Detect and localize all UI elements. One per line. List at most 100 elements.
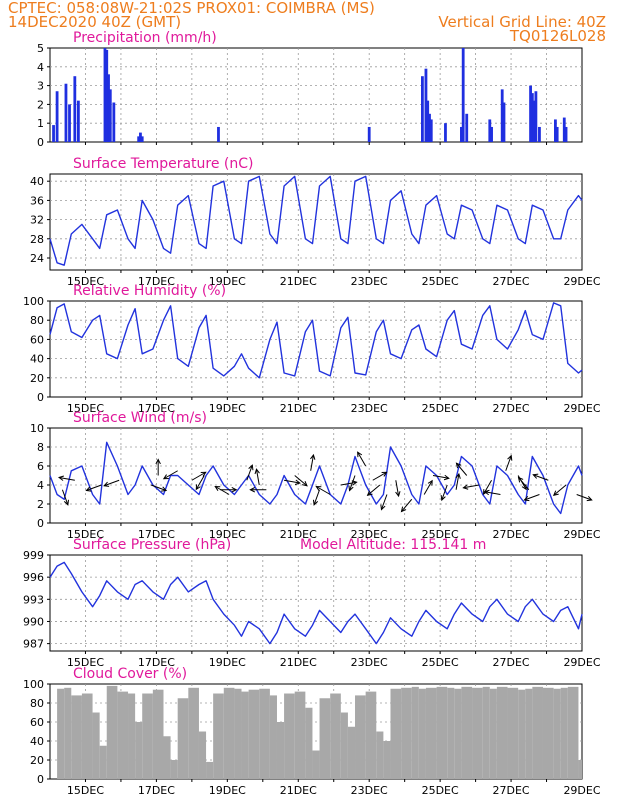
wind-arrow-head: [57, 475, 64, 481]
precipitation-bar: [490, 126, 493, 142]
cloud-cover-bar: [177, 698, 189, 779]
wind-arrow: [103, 479, 120, 487]
wind-arrow-shaft: [163, 470, 178, 480]
precipitation-bar: [139, 132, 142, 142]
cloud-cover-bar: [163, 736, 171, 779]
wind-arrow-shaft: [484, 491, 501, 495]
cloud-cover-bar: [92, 712, 100, 779]
precipitation-bar: [73, 76, 77, 142]
wind-arrow-head: [155, 458, 161, 465]
cloud-cover-bar: [436, 686, 448, 779]
precipitation-bar: [428, 113, 431, 142]
precipitation-bar: [465, 113, 469, 142]
wind-arrow: [348, 475, 356, 492]
wind-arrow-shaft: [357, 451, 367, 467]
wind-arrow-shaft: [313, 489, 321, 505]
pressure-title: Surface Pressure (hPa): [73, 537, 231, 553]
precipitation-bar: [137, 136, 141, 142]
header-run-date: 14DEC2020 40Z (GMT): [8, 13, 181, 31]
cloud-cover-bar: [365, 691, 377, 779]
wind-arrow: [357, 451, 367, 467]
pressure-series-line: [49, 561, 583, 645]
wind-ytick-label: 8: [37, 441, 44, 454]
pressure-date-label: 27DEC: [493, 656, 530, 669]
cloud-cover-date-label: 21DEC: [280, 784, 317, 797]
precipitation-bar: [555, 126, 559, 142]
cloud-cover-ytick-label: 100: [23, 678, 44, 691]
cloud-cover-bar: [99, 745, 107, 779]
humidity-date-label: 19DEC: [209, 402, 246, 415]
wind-arrow-head: [161, 486, 168, 492]
cloud-cover-ytick-label: 0: [37, 773, 44, 786]
temperature-ytick-label: 28: [30, 233, 44, 246]
cloud-cover-bar: [57, 688, 65, 779]
wind-arrow-head: [395, 491, 401, 498]
temperature-date-label: 19DEC: [209, 275, 246, 288]
pressure-date-label: 25DEC: [422, 656, 459, 669]
cloud-cover-bar: [234, 688, 242, 779]
wind-arrow-shaft: [576, 494, 592, 501]
precipitation-bar: [562, 117, 566, 142]
wind-date-label: 21DEC: [280, 528, 317, 541]
wind-arrow-shaft: [61, 489, 69, 505]
cloud-cover-bar: [213, 693, 224, 779]
wind-arrow-head: [195, 484, 201, 491]
cloud-cover-date-label: 25DEC: [422, 784, 459, 797]
wind-arrow-head: [301, 480, 308, 487]
wind-arrow-head: [103, 481, 110, 487]
temperature-ytick-label: 40: [30, 175, 44, 188]
precipitation-bar: [112, 102, 116, 142]
pressure-date-label: 15DEC: [67, 656, 104, 669]
wind-date-label: 23DEC: [351, 528, 388, 541]
humidity-date-label: 23DEC: [351, 402, 388, 415]
cloud-cover-bar: [401, 687, 412, 779]
header-location: CPTEC: 058:08W-21:02S PROX01: COIMBRA (M…: [8, 0, 375, 17]
precipitation-bar: [460, 126, 463, 142]
wind-arrow-head: [200, 471, 207, 477]
wind-arrow-head: [312, 499, 319, 506]
wind-arrow-head: [532, 473, 539, 479]
cloud-cover-bar: [294, 691, 306, 779]
temperature-title: Surface Temperature (nC): [73, 156, 254, 172]
precipitation-frame: [49, 47, 583, 143]
temperature-date-label: 25DEC: [422, 275, 459, 288]
cloud-cover-panel: 0 20 40 60 80 100 15DEC 17DEC 19DEC 21DEC 23DEC 25D…: [23, 666, 601, 797]
pressure-ytick-label: 996: [23, 571, 44, 584]
precipitation-bar: [461, 48, 465, 142]
wind-arrow-head: [231, 487, 238, 493]
wind-arrow-shaft: [432, 475, 449, 479]
cloud-cover-bar: [152, 689, 164, 779]
wind-arrow-head: [380, 504, 386, 511]
cloud-cover-bar: [135, 722, 143, 779]
humidity-date-label: 25DEC: [422, 402, 459, 415]
temperature-ytick-label: 36: [30, 194, 44, 207]
wind-arrow: [517, 476, 530, 491]
cloud-cover-bar: [411, 686, 419, 779]
cloud-cover-bar: [319, 698, 331, 779]
precipitation-bar: [554, 119, 557, 142]
wind-arrow: [462, 484, 480, 490]
humidity-ytick-label: 100: [23, 295, 44, 308]
cloud-cover-bar: [355, 695, 366, 779]
cloud-cover-date-label: 19DEC: [209, 784, 246, 797]
wind-arrow-shaft: [367, 484, 381, 496]
cloud-cover-bar: [259, 688, 270, 779]
wind-arrow-head: [249, 487, 256, 493]
precipitation-bar: [500, 89, 504, 142]
wind-arrow: [455, 472, 461, 490]
wind-arrow-head: [455, 462, 462, 469]
wind-arrow-head: [254, 468, 260, 475]
wind-ytick-label: 10: [30, 422, 44, 435]
wind-arrow: [532, 473, 549, 481]
pressure-annotation: Model Altitude: 115.141 m: [300, 537, 486, 553]
wind-arrow-head: [462, 484, 469, 490]
precipitation-bar: [55, 91, 59, 142]
wind-arrow-head: [357, 451, 363, 458]
temperature-date-label: 27DEC: [493, 275, 530, 288]
wind-date-label: 19DEC: [209, 528, 246, 541]
cloud-cover-bar: [578, 760, 582, 779]
precipitation-bar: [564, 126, 568, 142]
cloud-cover-bar: [305, 707, 313, 779]
cloud-cover-bar: [376, 731, 384, 779]
cloud-cover-bar: [472, 687, 483, 779]
